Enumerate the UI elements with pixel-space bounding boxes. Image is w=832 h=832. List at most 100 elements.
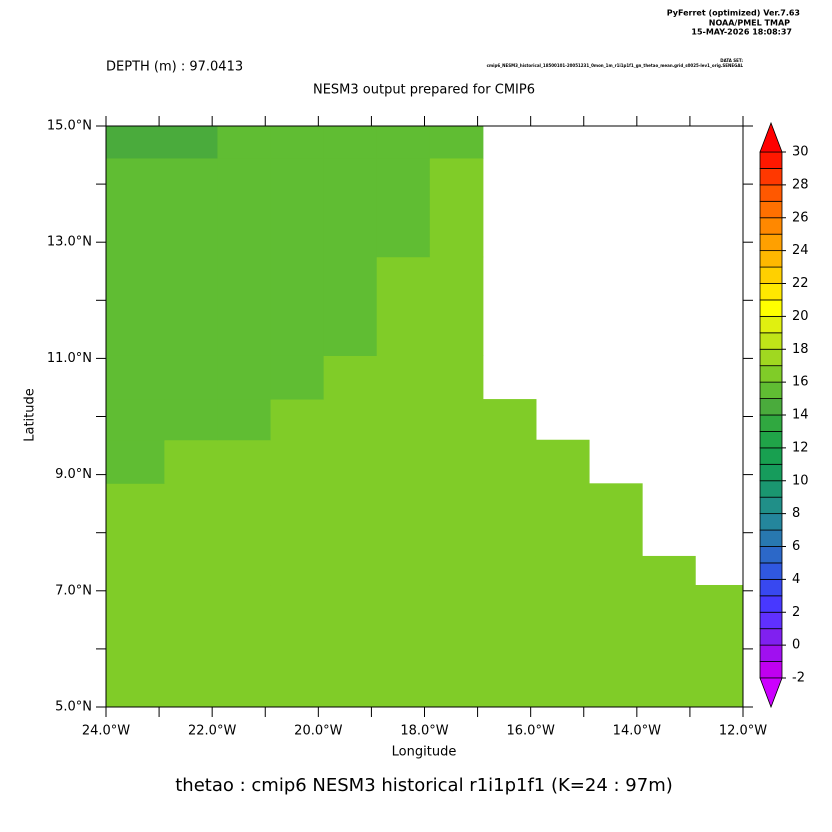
colorbar-box bbox=[759, 414, 783, 432]
x-tick-label: 16.0°W bbox=[507, 724, 555, 739]
cell bbox=[270, 126, 325, 159]
cell bbox=[270, 439, 325, 484]
x-axis-label: Longitude bbox=[392, 745, 457, 760]
cell bbox=[106, 126, 165, 159]
colorbar-arrow-above bbox=[759, 121, 783, 153]
cell bbox=[270, 555, 325, 586]
colorbar-tick-label: 14 bbox=[792, 408, 809, 423]
cell bbox=[164, 126, 218, 159]
cell bbox=[323, 157, 378, 258]
cell bbox=[106, 584, 165, 708]
cell bbox=[642, 584, 696, 708]
cell bbox=[429, 256, 484, 356]
cell bbox=[323, 584, 378, 708]
credit: PyFerret (optimized) Ver.7.63 bbox=[667, 9, 800, 18]
cell bbox=[482, 439, 537, 484]
colorbar-box bbox=[759, 546, 783, 564]
cell bbox=[535, 439, 590, 484]
cell bbox=[217, 157, 272, 258]
cell bbox=[429, 355, 484, 400]
cell bbox=[535, 483, 590, 557]
credit: 15-MAY-2026 18:08:37 bbox=[691, 28, 792, 37]
cell bbox=[323, 256, 378, 356]
colorbar-tick-label: 30 bbox=[792, 145, 809, 160]
cell bbox=[376, 439, 431, 484]
cell bbox=[482, 584, 537, 708]
colorbar-box bbox=[759, 299, 783, 317]
cell bbox=[217, 399, 272, 441]
cell bbox=[482, 483, 537, 557]
colorbar-tick-label: 4 bbox=[792, 572, 800, 587]
y-tick-label: 15.0°N bbox=[47, 119, 92, 134]
colorbar-box bbox=[759, 184, 783, 202]
x-tick-label: 20.0°W bbox=[294, 724, 342, 739]
cell bbox=[695, 584, 744, 708]
cell bbox=[376, 483, 431, 557]
cell bbox=[270, 355, 325, 400]
colorbar-tick-label: 20 bbox=[792, 309, 809, 324]
cell bbox=[323, 355, 378, 400]
cell bbox=[429, 483, 484, 557]
cell bbox=[164, 584, 218, 708]
dataset: cmip6_NESM3_historical_18500101-20051231… bbox=[487, 63, 744, 68]
cell bbox=[429, 439, 484, 484]
cell bbox=[376, 555, 431, 586]
cell bbox=[429, 126, 484, 159]
colorbar-box bbox=[759, 431, 783, 449]
cell bbox=[482, 399, 537, 441]
cell bbox=[482, 555, 537, 586]
cell bbox=[106, 555, 165, 586]
colorbar-box bbox=[759, 151, 783, 169]
cell bbox=[217, 439, 272, 484]
dataset-label: DATA SET: bbox=[720, 58, 743, 63]
colorbar-box bbox=[759, 463, 783, 482]
cell bbox=[164, 256, 218, 356]
cell bbox=[270, 157, 325, 258]
footer: thetao : cmip6 NESM3 historical r1i1p1f1… bbox=[175, 775, 673, 796]
cell bbox=[323, 555, 378, 586]
colorbar-box bbox=[759, 480, 783, 498]
x-tick-label: 24.0°W bbox=[82, 724, 130, 739]
cell bbox=[164, 555, 218, 586]
cell bbox=[589, 483, 643, 557]
colorbar-tick-label: 16 bbox=[792, 375, 809, 390]
colorbar-box bbox=[759, 513, 783, 531]
cell bbox=[429, 399, 484, 441]
cell bbox=[270, 256, 325, 356]
colorbar-tick-label: -2 bbox=[792, 671, 805, 686]
cell bbox=[323, 483, 378, 557]
colorbar-box bbox=[759, 283, 783, 301]
colorbar-box bbox=[759, 381, 783, 399]
cell bbox=[376, 399, 431, 441]
colorbar-box bbox=[759, 628, 783, 646]
cell bbox=[589, 584, 643, 708]
colorbar-box bbox=[759, 233, 783, 252]
cell bbox=[376, 355, 431, 400]
colorbar-box bbox=[759, 217, 783, 235]
colorbar-tick-label: 6 bbox=[792, 539, 800, 554]
colorbar-tick-label: 12 bbox=[792, 440, 809, 455]
cell bbox=[106, 157, 165, 258]
colorbar-box bbox=[759, 365, 783, 383]
colorbar-box bbox=[759, 447, 783, 465]
colorbar-tick-label: 28 bbox=[792, 177, 809, 192]
cell bbox=[429, 555, 484, 586]
cell bbox=[217, 256, 272, 356]
cell bbox=[323, 126, 378, 159]
colorbar-box bbox=[759, 266, 783, 284]
colorbar-box bbox=[759, 348, 783, 367]
colorbar-box bbox=[759, 595, 783, 613]
y-axis-label: Latitude bbox=[23, 388, 38, 442]
cell bbox=[164, 157, 218, 258]
cell bbox=[270, 483, 325, 557]
cell bbox=[270, 399, 325, 441]
colorbar-tick-label: 26 bbox=[792, 210, 809, 225]
colorbar-box bbox=[759, 250, 783, 268]
colorbar-tick-label: 8 bbox=[792, 506, 800, 521]
cell bbox=[429, 157, 484, 258]
cell bbox=[535, 584, 590, 708]
cell bbox=[164, 355, 218, 400]
cell bbox=[642, 555, 696, 586]
